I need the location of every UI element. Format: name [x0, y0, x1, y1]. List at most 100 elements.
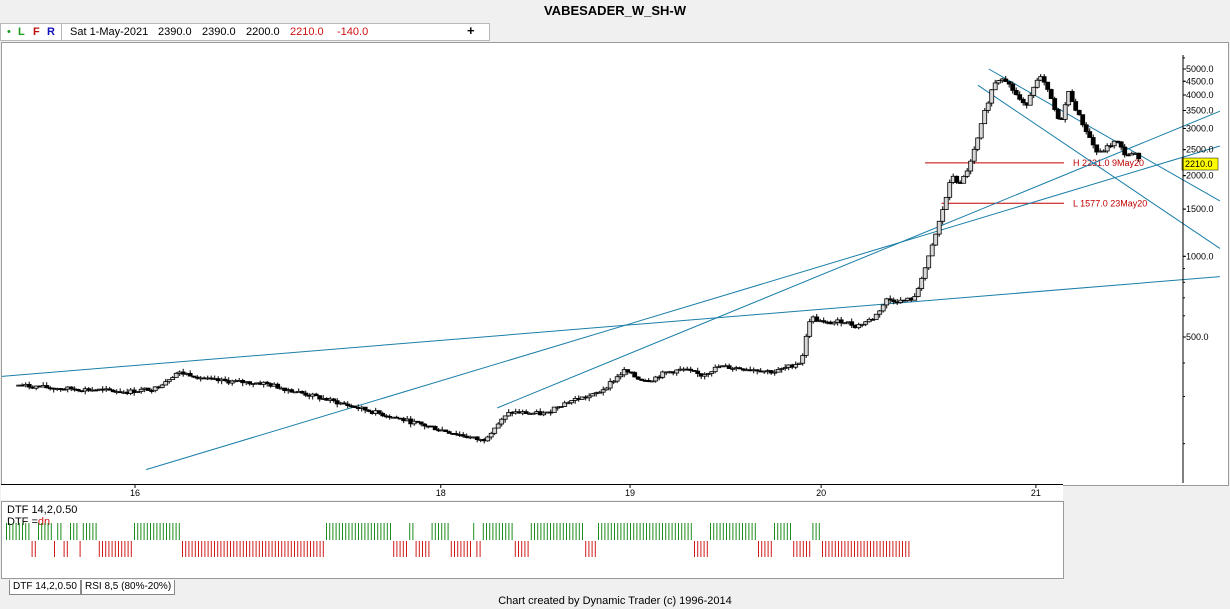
- candle-body: [779, 368, 785, 370]
- candle-body: [1080, 114, 1086, 126]
- quote-close: 2210.0: [290, 26, 324, 38]
- candle-body: [639, 378, 645, 381]
- candle-body: [135, 391, 141, 393]
- tab-dtf[interactable]: DTF 14,2,0.50: [9, 580, 81, 595]
- candle-body: [607, 381, 613, 389]
- candle-body: [362, 406, 368, 411]
- candle-body: [947, 182, 953, 198]
- candle-body: [551, 406, 557, 413]
- candle-body: [863, 321, 869, 325]
- candle-body: [807, 321, 813, 337]
- candle-body: [334, 400, 340, 405]
- candle-body: [604, 387, 610, 391]
- candle-body: [68, 386, 74, 390]
- candle-body: [649, 380, 655, 383]
- candle-body: [1108, 145, 1114, 148]
- candle-body: [877, 310, 883, 315]
- candle-body: [1034, 79, 1040, 88]
- candle-body: [1003, 78, 1009, 83]
- candle-body: [1045, 81, 1051, 90]
- candle-body: [170, 377, 176, 381]
- candle-body: [625, 369, 631, 373]
- candle-body: [152, 386, 158, 392]
- toolbar-divider: [61, 24, 62, 40]
- candle-body: [975, 137, 981, 150]
- candle-body: [660, 371, 666, 378]
- candle-body: [264, 381, 270, 384]
- candle-body: [341, 402, 347, 405]
- indicator-panel[interactable]: DTF 14,2,0.50 DTF =dn: [1, 501, 1064, 579]
- y-tick-label: 1000.0: [1186, 251, 1214, 261]
- candle-body: [614, 376, 620, 382]
- candle-body: [26, 383, 32, 388]
- candle-body: [803, 335, 809, 356]
- candle-body: [929, 244, 935, 257]
- toolbar-letter-l-button[interactable]: L: [18, 26, 25, 38]
- candle-body: [1069, 90, 1075, 102]
- tab-rsi[interactable]: RSI 8,5 (80%-20%): [81, 580, 176, 595]
- candle-body: [453, 433, 459, 435]
- candle-body: [75, 389, 81, 392]
- candle-body: [499, 418, 505, 425]
- candle-body: [782, 367, 788, 369]
- candle-body: [1055, 109, 1061, 119]
- candle-body: [331, 398, 337, 402]
- candle-body: [884, 298, 890, 306]
- candle-body: [432, 426, 438, 431]
- candle-body: [653, 376, 659, 382]
- candle-body: [674, 369, 680, 374]
- price-chart-panel[interactable]: H 2231.0 9May20 L 1577.0 23May20 2210.0 50…: [0, 42, 1229, 486]
- toolbar-letter-f-button[interactable]: F: [33, 26, 40, 38]
- candle-body: [299, 390, 305, 394]
- candle-body: [1017, 94, 1023, 100]
- add-plus-icon[interactable]: +: [467, 23, 475, 38]
- candle-body: [688, 368, 694, 371]
- candle-body: [317, 395, 323, 400]
- candle-body: [922, 267, 928, 279]
- candle-body: [849, 321, 855, 326]
- candle-body: [940, 209, 946, 222]
- candle-body: [712, 366, 718, 373]
- candle-body: [891, 299, 897, 303]
- toolbar-letter-r-button[interactable]: R: [47, 26, 55, 38]
- candle-body: [796, 362, 802, 365]
- candle-body: [61, 388, 67, 391]
- x-tick-label: 20: [816, 488, 826, 498]
- candle-body: [926, 255, 932, 269]
- candle-body: [366, 409, 372, 412]
- candle-body: [345, 403, 351, 407]
- price-chart[interactable]: H 2231.0 9May20 L 1577.0 23May20 2210.0 50…: [0, 43, 1228, 485]
- candle-body: [313, 393, 319, 397]
- candle-body: [44, 385, 50, 389]
- candle-body: [985, 102, 991, 111]
- candle-body: [1101, 150, 1107, 153]
- candle-body: [418, 421, 424, 425]
- candle-body: [492, 427, 498, 434]
- trendline-down-upper: [988, 68, 1221, 202]
- quote-change: -140.0: [337, 26, 369, 38]
- candle-body: [992, 82, 998, 91]
- quote-low: 2200.0: [246, 26, 280, 38]
- candle-body: [394, 416, 400, 419]
- candle-body: [996, 80, 1002, 84]
- candle-body: [702, 374, 708, 377]
- candle-body: [971, 148, 977, 162]
- candle-body: [173, 372, 179, 378]
- quote-date: Sat 1-May-2021: [70, 26, 149, 38]
- candle-body: [1010, 83, 1016, 91]
- candle-body: [915, 288, 921, 297]
- y-tick-label: 4500.0: [1186, 76, 1214, 86]
- candle-body: [726, 365, 732, 369]
- candle-body: [289, 389, 295, 393]
- quote-high: 2390.0: [202, 26, 236, 38]
- candle-body: [1013, 89, 1019, 96]
- candle-body: [936, 220, 942, 235]
- candle-body: [1104, 145, 1110, 152]
- candle-body: [880, 304, 886, 312]
- candle-body: [145, 387, 151, 391]
- candle-body: [814, 316, 820, 322]
- y-tick-label: 500.0: [1186, 332, 1209, 342]
- current-price-label: 2210.0: [1185, 159, 1213, 169]
- candle-body: [611, 380, 617, 383]
- candle-body: [821, 320, 827, 323]
